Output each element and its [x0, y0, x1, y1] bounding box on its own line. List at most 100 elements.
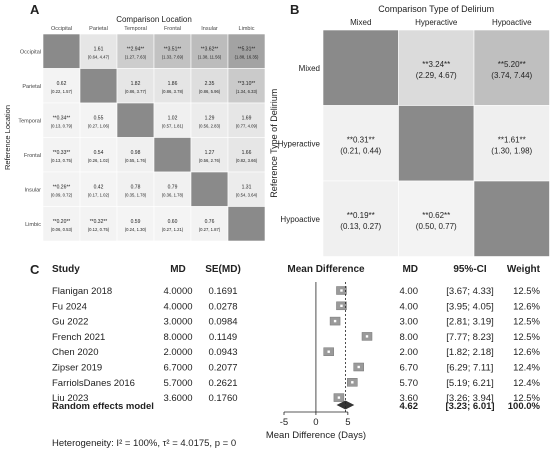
- panel_a-cell-value: 2.35: [205, 81, 215, 87]
- forest-point-center: [337, 396, 341, 399]
- panel-a-label: A: [30, 2, 40, 17]
- panel_a-cell: [116, 137, 155, 173]
- panel_b-cell: [322, 180, 399, 257]
- panel_a-cell-value: **3.51**: [164, 46, 182, 52]
- forest-point-center: [340, 289, 343, 292]
- panel-a-row-label: Frontal: [24, 153, 41, 159]
- forest-study-ci: [6.29; 7.11]: [447, 363, 494, 374]
- forest-study-md2: 3.00: [400, 317, 419, 328]
- panel_a-cell-value: **0.26**: [53, 184, 71, 190]
- forest-study-md: 5.7000: [163, 378, 192, 389]
- panel_a-cell-value: 0.78: [131, 184, 141, 190]
- panel_a-cell: [153, 171, 192, 207]
- panel_b-cell-ci: (0.13, 0.27): [340, 222, 381, 231]
- forest-study-md: 3.0000: [163, 317, 192, 328]
- panel_b-cell-ci: (2.29, 4.67): [416, 71, 457, 80]
- panel-a-row-label: Limbic: [25, 222, 41, 228]
- forest-x-tick-label: -5: [280, 417, 288, 428]
- panel_a-cell-ci: (0.22, 1.57): [51, 89, 73, 94]
- forest-study-ci: [7.77; 8.23]: [446, 332, 494, 343]
- panel-a-col-label: Frontal: [164, 26, 181, 32]
- panel_a-cell: [190, 102, 229, 138]
- panel_a-cell-value: **0.32**: [90, 219, 108, 225]
- forest-study-ci: [3.26; 3.94]: [446, 393, 494, 404]
- forest-study-md2: 5.70: [400, 378, 419, 389]
- panel_a-cell-ci: (0.17, 1.02): [88, 192, 110, 197]
- panel_a-cell-ci: (0.54, 3.64): [236, 192, 258, 197]
- forest-study-name: FarriolsDanes 2016: [52, 378, 135, 389]
- forest-study-md2: 2.00: [400, 347, 419, 358]
- panel_b-cell-value: **3.24**: [422, 60, 450, 69]
- forest-heterogeneity: Heterogeneity: I² = 100%, τ² = 4.0175, p…: [52, 438, 236, 449]
- panel_a-cell-value: 0.76: [205, 219, 215, 225]
- panel_b-cell-ci: (0.21, 0.44): [340, 146, 381, 155]
- panel_a-cell-ci: (0.57, 1.81): [162, 123, 184, 128]
- panel_a-cell-ci: (0.13, 0.75): [51, 158, 73, 163]
- forest-summary-diamond: [336, 400, 355, 410]
- forest-study-md2: 3.60: [400, 393, 419, 404]
- panel_b-cell-value: **1.61**: [498, 135, 526, 144]
- forest-study-md: 4.0000: [163, 301, 192, 312]
- panel_a-cell-ci: (0.86, 3.78): [162, 89, 184, 94]
- panel-b-label: B: [290, 2, 300, 17]
- panel-a-row-label: Parietal: [22, 84, 41, 90]
- forest-study-ci: [3.67; 4.33]: [446, 286, 494, 297]
- panel_a-cell: [79, 206, 118, 242]
- forest-study-se: 0.1691: [208, 286, 237, 297]
- panel_a-cell-value: 0.42: [94, 184, 104, 190]
- forest-study-weight: 12.6%: [513, 347, 540, 358]
- panel-b-ylabel: Reference Type of Delirium: [269, 89, 279, 198]
- forest-study-ci: [2.81; 3.19]: [446, 317, 494, 328]
- panel_a-cell: [227, 33, 266, 69]
- panel_b-cell: [398, 105, 475, 182]
- forest-point-center: [351, 381, 354, 384]
- panel-a-col-label: Parietal: [89, 26, 108, 32]
- forest-study-md: 3.6000: [163, 393, 192, 404]
- forest-study-md: 2.0000: [163, 347, 192, 358]
- panel_a-cell: [79, 68, 118, 104]
- forest-study-se: 0.0943: [208, 347, 237, 358]
- panel_a-cell-ci: (0.27, 1.87): [199, 227, 221, 232]
- panel-a-col-label: Insular: [201, 26, 218, 32]
- panel_b-cell-ci: (1.30, 1.98): [491, 146, 532, 155]
- panel_a-cell-ci: (0.86, 3.77): [125, 89, 147, 94]
- forest-study-se: 0.1760: [208, 393, 237, 404]
- forest-point-center: [327, 350, 330, 353]
- forest-study-name: Gu 2022: [52, 317, 88, 328]
- panel_a-cell-ci: (0.77, 4.09): [236, 123, 258, 128]
- forest-study-weight: 12.5%: [513, 317, 540, 328]
- panel_a-cell: [42, 102, 81, 138]
- panel_a-cell-ci: (1.27, 7.63): [125, 54, 147, 59]
- forest-point-center: [340, 304, 343, 307]
- panel-b-col-label: Hypoactive: [492, 18, 532, 27]
- panel_a-cell-ci: (1.88, 16.35): [235, 54, 259, 59]
- panel_a-cell: [190, 206, 229, 242]
- panel_b-cell: [473, 29, 550, 106]
- panel_a-cell: [227, 102, 266, 138]
- panel_a-cell-ci: (0.56, 2.83): [199, 123, 221, 128]
- panel_a-cell-value: 0.62: [57, 81, 67, 87]
- panel_a-cell-value: 0.55: [94, 115, 104, 121]
- forest-study-weight: 12.5%: [513, 286, 540, 297]
- panel_a-cell-ci: (0.35, 1.78): [125, 192, 147, 197]
- panel_a-cell-ci: (0.06, 0.53): [51, 227, 73, 232]
- forest-study-md2: 8.00: [400, 332, 419, 343]
- forest-point-center: [365, 335, 369, 338]
- forest-point-center: [333, 319, 337, 323]
- panel_a-cell-ci: (0.09, 0.72): [51, 192, 73, 197]
- panel_b-cell-ci: (0.50, 0.77): [416, 222, 457, 231]
- panel_a-cell: [116, 206, 155, 242]
- panel_a-cell: [42, 206, 81, 242]
- forest-study-se: 0.2077: [208, 363, 237, 374]
- panel_a-cell: [227, 206, 266, 242]
- panel_a-cell-ci: (0.56, 2.76): [199, 158, 221, 163]
- panel_a-cell-value: 0.59: [131, 219, 141, 225]
- panel_a-cell-ci: (1.34, 6.33): [236, 89, 258, 94]
- forest-header-ci: 95%-CI: [453, 264, 487, 275]
- forest-study-ci: [5.19; 6.21]: [446, 378, 494, 389]
- forest-study-name: Zipser 2019: [52, 363, 102, 374]
- panel_b-cell-value: **0.31**: [347, 135, 375, 144]
- forest-header-se: SE(MD): [205, 264, 241, 275]
- panel_a-cell-ci: (0.64, 4.47): [88, 54, 110, 59]
